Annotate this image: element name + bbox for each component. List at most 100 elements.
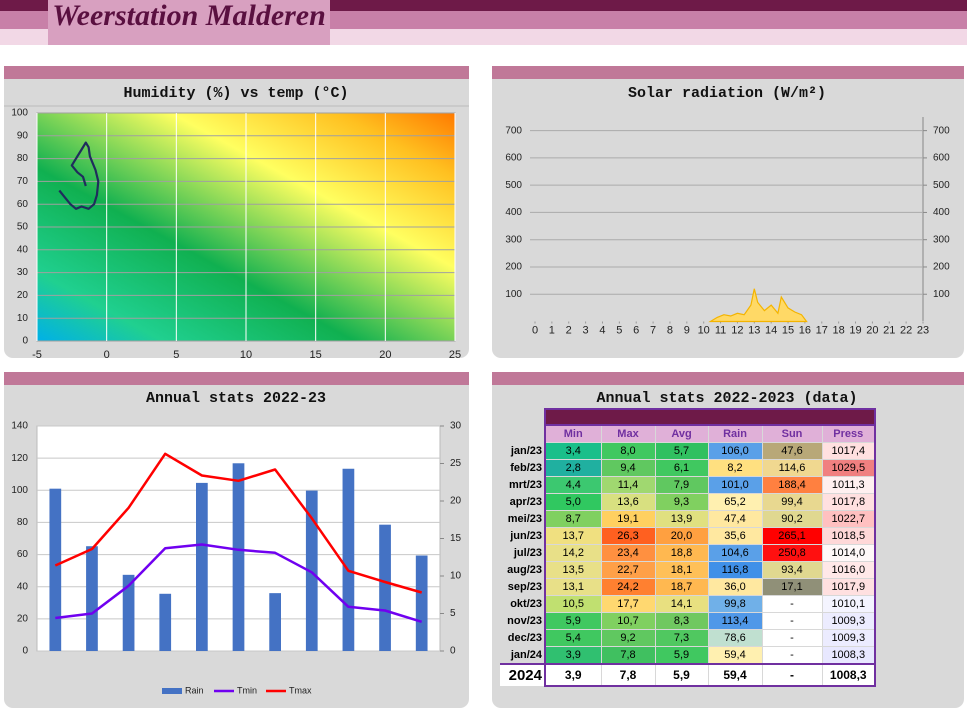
data-line (55, 543, 423, 623)
y2-tick-label: 600 (933, 153, 950, 164)
cell: 35,6 (707, 527, 763, 545)
cell: 1008,3 (821, 646, 877, 665)
cell: 1018,5 (821, 527, 877, 545)
row-label: jan/23 (510, 445, 542, 457)
table-row: mei/23 8,7 19,1 13,9 47,4 90,2 1022,7 (500, 510, 877, 528)
y-tick-label: 500 (505, 180, 522, 191)
x-tick-label: 22 (900, 324, 912, 336)
cell: 5,4 (544, 629, 602, 647)
y-tick-label: 40 (17, 581, 29, 592)
cell: 18,1 (654, 561, 709, 579)
cell: 114,6 (761, 459, 823, 477)
table-row: aug/23 13,5 22,7 18,1 116,8 93,4 1016,0 (500, 561, 877, 579)
chart-title: Humidity (%) vs temp (°C) (123, 85, 348, 102)
y2-tick-label: 0 (450, 646, 456, 657)
x-tick-label: 11 (715, 324, 726, 336)
cell: 1017,9 (821, 578, 877, 596)
footer-row: 2024 3,9 7,8 5,9 59,4-1008,3 (500, 663, 877, 687)
x-tick-label: 8 (667, 324, 673, 336)
cell: 5,9 (544, 612, 602, 630)
footer-cell: 59,4 (707, 663, 763, 687)
cell: 17,1 (761, 578, 823, 596)
cell: 8,3 (654, 612, 709, 630)
table-row: dec/23 5,4 9,2 7,3 78,6-1009,3 (500, 629, 877, 647)
panel-bar (492, 372, 964, 385)
x-tick-label: 14 (765, 324, 777, 336)
column-header: Avg (654, 424, 709, 443)
cell: 24,2 (600, 578, 656, 596)
cell: 4,4 (544, 476, 602, 494)
cell: - (761, 612, 823, 630)
y2-tick-label: 20 (450, 496, 462, 507)
header-band (0, 0, 967, 11)
cell: 13,9 (654, 510, 709, 528)
cell: 265,1 (761, 527, 823, 545)
cell: 8,0 (600, 442, 656, 460)
table: Min Max Avg Rain Sun Press jan/23 3,4 8,0 5,7 106,… (500, 408, 877, 687)
x-tick-label: 17 (816, 324, 828, 336)
y-tick-label: 300 (505, 234, 522, 245)
y-tick-label: 20 (17, 613, 29, 624)
x-tick-label: 16 (799, 324, 811, 336)
cell: 1009,3 (821, 629, 877, 647)
cell: - (761, 595, 823, 613)
table-band (543, 408, 877, 426)
bar (305, 490, 318, 651)
y2-tick-label: 30 (450, 421, 462, 432)
cell: 104,6 (707, 544, 763, 562)
x-tick-label: 12 (731, 324, 743, 336)
chart-title: Annual stats 2022-23 (146, 390, 326, 407)
cell: 1009,3 (821, 612, 877, 630)
footer-cell: 1008,3 (821, 663, 877, 687)
cell: 13,5 (544, 561, 602, 579)
x-tick-label: 3 (583, 324, 589, 336)
y2-tick-label: 100 (933, 289, 950, 300)
cell: 47,4 (707, 510, 763, 528)
x-tick-label: 5 (173, 349, 179, 361)
x-tick-label: 9 (684, 324, 690, 336)
cell: 78,6 (707, 629, 763, 647)
x-tick-label: 20 (866, 324, 878, 336)
table-row: apr/23 5,0 13,6 9,3 65,2 99,4 1017,8 (500, 493, 877, 511)
cell: 90,2 (761, 510, 823, 528)
row-label: jul/23 (513, 547, 542, 559)
y-tick-label: 80 (17, 517, 29, 528)
title-box (48, 0, 330, 45)
row-label: sep/23 (507, 581, 542, 593)
cell: 9,2 (600, 629, 656, 647)
x-tick-label: 18 (833, 324, 845, 336)
y-tick-label: 20 (17, 290, 29, 301)
footer-cell: 7,8 (600, 663, 656, 687)
cell: 26,3 (600, 527, 656, 545)
cell: 11,4 (600, 476, 656, 494)
bar (86, 546, 98, 651)
y-tick-label: 10 (17, 313, 29, 324)
row-label: okt/23 (510, 598, 542, 610)
cell: 116,8 (707, 561, 763, 579)
cell: 1029,5 (821, 459, 877, 477)
table-title: Annual stats 2022-2023 (data) (596, 390, 857, 407)
x-tick-label: 21 (883, 324, 895, 336)
table-row: jan/24 3,9 7,8 5,9 59,4-1008,3 (500, 646, 877, 665)
cell: 20,0 (654, 527, 709, 545)
site-title: Weerstation Malderen (52, 0, 326, 32)
x-tick-label: 13 (748, 324, 760, 336)
row-label: mei/23 (507, 513, 542, 525)
column-header: Press (821, 424, 877, 443)
x-tick-label: 0 (532, 324, 538, 336)
data-line (54, 452, 423, 594)
bar (196, 482, 208, 651)
bar (269, 593, 281, 651)
row-label: jun/23 (510, 530, 542, 542)
cell: 1016,0 (821, 561, 877, 579)
cell: 59,4 (707, 646, 763, 665)
cell: 250,8 (761, 544, 823, 562)
y-tick-label: 60 (17, 549, 29, 560)
column-header: Max (600, 424, 656, 443)
y-tick-label: 40 (17, 244, 29, 255)
x-tick-label: 10 (698, 324, 710, 336)
y-tick-label: 90 (17, 130, 29, 141)
cell: 7,9 (654, 476, 709, 494)
